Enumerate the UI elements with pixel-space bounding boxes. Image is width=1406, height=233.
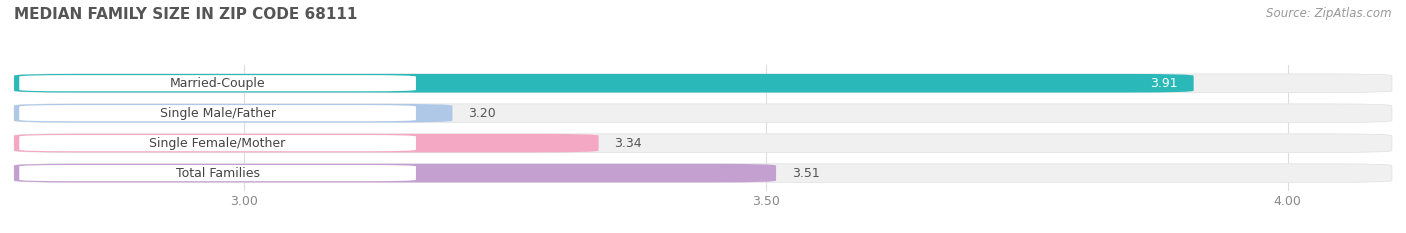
Text: Married-Couple: Married-Couple bbox=[170, 77, 266, 90]
Text: 3.91: 3.91 bbox=[1150, 77, 1178, 90]
FancyBboxPatch shape bbox=[20, 165, 416, 181]
FancyBboxPatch shape bbox=[14, 74, 1194, 93]
Text: MEDIAN FAMILY SIZE IN ZIP CODE 68111: MEDIAN FAMILY SIZE IN ZIP CODE 68111 bbox=[14, 7, 357, 22]
Text: Total Families: Total Families bbox=[176, 167, 260, 180]
Text: 3.34: 3.34 bbox=[614, 137, 643, 150]
FancyBboxPatch shape bbox=[20, 135, 416, 151]
FancyBboxPatch shape bbox=[14, 104, 1392, 123]
FancyBboxPatch shape bbox=[14, 134, 599, 152]
FancyBboxPatch shape bbox=[14, 164, 1392, 182]
FancyBboxPatch shape bbox=[14, 164, 776, 182]
FancyBboxPatch shape bbox=[20, 105, 416, 121]
Text: Single Female/Mother: Single Female/Mother bbox=[149, 137, 285, 150]
Text: 3.20: 3.20 bbox=[468, 107, 496, 120]
Text: 3.51: 3.51 bbox=[792, 167, 820, 180]
Text: Single Male/Father: Single Male/Father bbox=[160, 107, 276, 120]
FancyBboxPatch shape bbox=[14, 104, 453, 123]
FancyBboxPatch shape bbox=[14, 134, 1392, 152]
Text: Source: ZipAtlas.com: Source: ZipAtlas.com bbox=[1267, 7, 1392, 20]
FancyBboxPatch shape bbox=[20, 75, 416, 91]
FancyBboxPatch shape bbox=[14, 74, 1392, 93]
